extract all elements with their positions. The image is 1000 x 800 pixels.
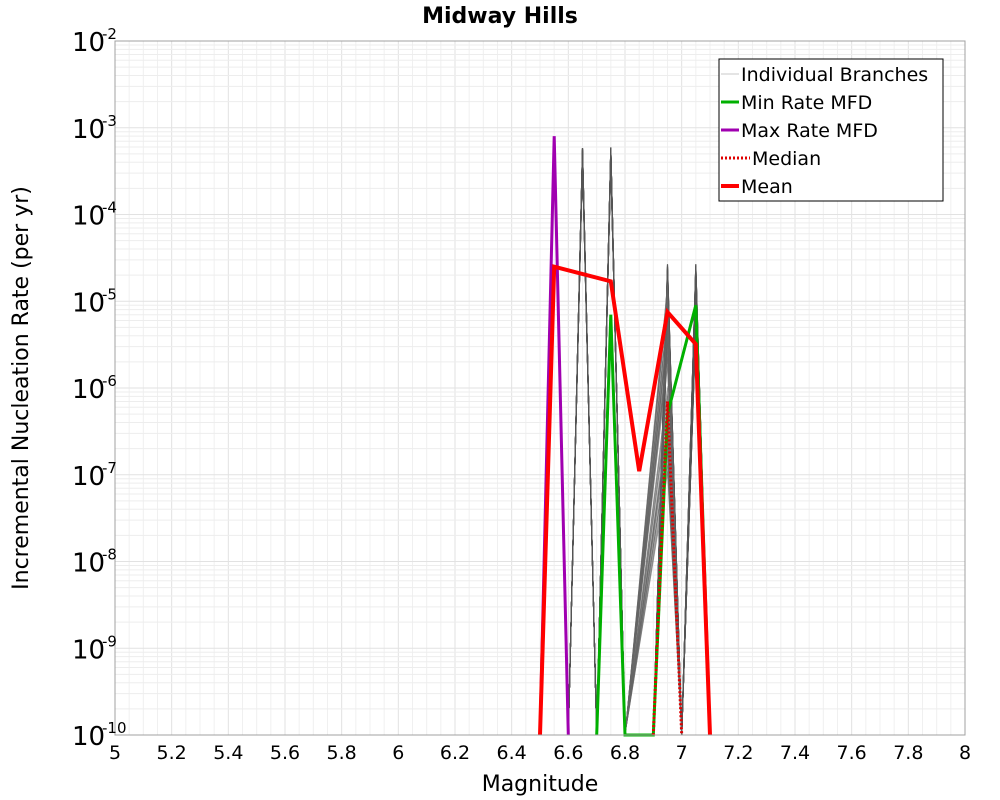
branch-line: [624, 290, 683, 736]
x-tick-label: 7.2: [723, 742, 753, 764]
branch-line: [624, 347, 683, 736]
y-tick-label: 10-6: [72, 372, 117, 405]
y-tick-label: 10-8: [72, 546, 117, 579]
x-tick-labels: 5 5.2 5.4 5.6 5.8 6 6.2 6.4 6.6 6.8 7 7.2 7.4 7.6 7.8 8: [109, 742, 971, 764]
branch-line: [624, 300, 683, 736]
plot-frame: [114, 40, 966, 736]
y-tick-exponent: -3: [102, 112, 117, 130]
branch-line: [624, 293, 683, 736]
branch-line: [624, 471, 683, 736]
x-tick-label: 6.8: [610, 742, 640, 764]
y-tick-exponent: -4: [102, 199, 117, 217]
y-tick-base: 10: [72, 549, 105, 579]
x-tick-label: 6.2: [440, 742, 470, 764]
branch-line: [624, 295, 683, 736]
branch-line: [624, 284, 683, 736]
y-tick-base: 10: [72, 202, 105, 232]
y-tick-label: 10-3: [72, 112, 117, 145]
series-line-mean: [538, 264, 712, 736]
branch-line: [624, 300, 683, 736]
y-tick-exponent: -6: [102, 372, 117, 390]
branch-line: [624, 334, 683, 736]
branch-line: [652, 270, 683, 736]
x-tick-label: 5.4: [213, 742, 243, 764]
branch-line: [624, 395, 683, 736]
legend-label: Max Rate MFD: [741, 120, 878, 142]
branch-line: [624, 349, 683, 736]
y-tick-exponent: -5: [102, 285, 117, 303]
x-tick-label: 5.6: [270, 742, 300, 764]
x-tick-label: 7: [676, 742, 688, 764]
branch-line: [624, 350, 683, 736]
y-tick-base: 10: [72, 375, 105, 405]
branch-line: [624, 285, 683, 736]
legend-label: Individual Branches: [741, 64, 928, 86]
x-tick-label: 7.6: [837, 742, 867, 764]
x-axis-label: Magnitude: [482, 772, 599, 797]
branch-line: [596, 148, 626, 736]
y-tick-label: 10-5: [72, 285, 117, 318]
legend-label: Min Rate MFD: [741, 92, 872, 114]
y-tick-labels: 10-210-310-410-510-610-710-810-910-10: [72, 25, 127, 752]
branch-line: [624, 338, 683, 736]
legend-label: Median: [752, 148, 821, 170]
x-tick-label: 7.8: [893, 742, 923, 764]
branch-line: [567, 154, 598, 736]
branch-line: [624, 470, 683, 736]
branch-line: [624, 327, 683, 736]
branch-line: [624, 336, 683, 736]
x-tick-label: 5.2: [157, 742, 187, 764]
x-tick-label: 5: [109, 742, 121, 764]
y-tick-base: 10: [72, 115, 105, 145]
x-tick-label: 6: [392, 742, 404, 764]
x-tick-label: 7.4: [780, 742, 810, 764]
branch-line: [624, 358, 683, 736]
chart-title: Midway Hills: [422, 4, 578, 29]
y-axis-label: Incremental Nucleation Rate (per yr): [9, 186, 34, 590]
y-tick-exponent: -2: [102, 25, 117, 43]
y-tick-label: 10-9: [72, 632, 117, 665]
legend: Individual Branches Min Rate MFD Max Rate …: [718, 58, 944, 202]
branch-line: [624, 324, 683, 736]
y-tick-label: 10-2: [72, 25, 117, 58]
y-tick-label: 10-10: [72, 719, 127, 752]
branch-line: [624, 295, 683, 736]
branch-line: [624, 395, 683, 736]
branch-line: [624, 349, 683, 736]
x-tick-label: 6.6: [553, 742, 583, 764]
series-line-median: [651, 401, 684, 736]
y-tick-exponent: -7: [102, 459, 117, 477]
branch-line: [624, 336, 683, 736]
grid: [114, 41, 966, 736]
branch-line: [624, 458, 683, 736]
branch-line: [624, 337, 683, 736]
y-tick-label: 10-7: [72, 459, 117, 492]
branch-line: [624, 335, 683, 736]
x-tick-label: 6.4: [497, 742, 527, 764]
legend-label: Mean: [741, 176, 793, 198]
branch-line: [624, 454, 683, 736]
branch-line: [624, 453, 683, 736]
x-tick-label: 5.8: [327, 742, 357, 764]
y-tick-label: 10-4: [72, 199, 117, 232]
branch-line: [624, 284, 683, 736]
y-tick-exponent: -9: [102, 632, 117, 650]
y-tick-base: 10: [72, 722, 105, 752]
x-tick-label: 8: [959, 742, 971, 764]
y-tick-exponent: -8: [102, 546, 117, 564]
branch-line: [624, 362, 683, 736]
y-tick-base: 10: [72, 462, 105, 492]
branch-line: [624, 299, 683, 736]
y-tick-exponent: -10: [102, 719, 127, 737]
y-tick-base: 10: [72, 635, 105, 665]
branch-line: [624, 298, 683, 736]
y-tick-base: 10: [72, 288, 105, 318]
branch-line: [624, 291, 683, 736]
branch-line: [624, 386, 683, 736]
y-tick-base: 10: [72, 28, 105, 58]
legend-box: [718, 58, 944, 202]
